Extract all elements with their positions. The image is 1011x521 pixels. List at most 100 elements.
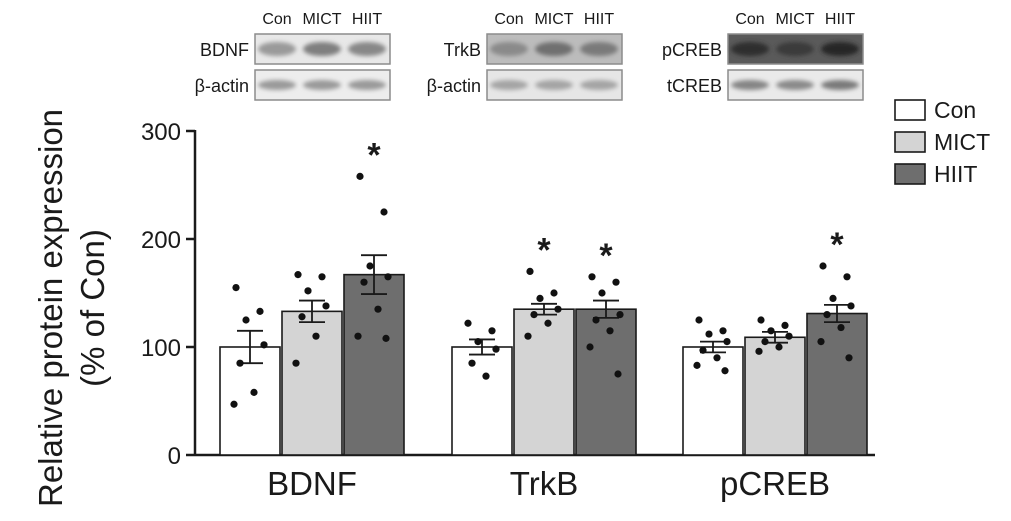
data-point <box>294 271 302 279</box>
blot-lane-label: HIIT <box>352 11 382 28</box>
data-point <box>781 321 789 329</box>
x-category-label: pCREB <box>720 465 830 502</box>
blot-lane-label: HIIT <box>584 11 614 28</box>
blot-lane-label: Con <box>262 11 291 28</box>
data-point <box>823 311 831 319</box>
data-points <box>230 172 855 408</box>
data-point <box>468 359 476 367</box>
blot-band <box>303 42 341 56</box>
blot-band <box>348 80 386 90</box>
blot-band <box>731 80 769 90</box>
data-point <box>755 347 763 355</box>
legend-label: MICT <box>934 129 990 155</box>
y-axis-ticks: 0 100 200 300 <box>141 119 195 470</box>
legend-swatch <box>894 131 926 153</box>
data-point <box>761 338 769 346</box>
blot-band <box>348 42 386 56</box>
bar-mict-pcreb <box>744 336 806 456</box>
data-point <box>817 338 825 346</box>
western-blot-panels: Con MICT HIIT BDNF β-actin Con MICT HIIT TrkB β-a… <box>195 11 864 101</box>
blot-band <box>490 80 528 90</box>
data-point <box>588 273 596 281</box>
blot-lane-label: Con <box>735 11 764 28</box>
data-point <box>695 316 703 324</box>
blot-band <box>258 42 296 56</box>
blot-panel-trkb: Con MICT HIIT TrkB β-actin <box>427 11 623 101</box>
blot-band <box>821 80 859 90</box>
data-point <box>360 278 368 286</box>
blot-band <box>776 80 814 90</box>
data-point <box>380 208 388 216</box>
y-tick-label: 100 <box>141 335 181 362</box>
data-point <box>550 289 558 297</box>
blot-band <box>580 80 618 90</box>
data-point <box>464 319 472 327</box>
data-point <box>719 327 727 335</box>
legend-swatch <box>894 163 926 185</box>
data-point <box>354 332 362 340</box>
data-point <box>819 262 827 270</box>
data-point <box>382 334 390 342</box>
data-point <box>374 305 382 313</box>
blot-band <box>731 42 769 56</box>
blot-band <box>821 42 859 56</box>
x-category-label: BDNF <box>267 465 357 502</box>
significance-star: * <box>537 231 551 269</box>
y-axis-title-line1: Relative protein expression <box>32 109 69 507</box>
data-point <box>713 354 721 362</box>
data-point <box>242 316 250 324</box>
data-point <box>526 267 534 275</box>
data-point <box>721 367 729 375</box>
data-point <box>775 343 783 351</box>
blot-bottom-label: β-actin <box>427 76 481 96</box>
data-point <box>232 284 240 292</box>
data-point <box>292 359 300 367</box>
data-point <box>250 388 258 396</box>
blot-bottom-label: tCREB <box>667 76 722 96</box>
legend-swatch <box>894 99 926 121</box>
data-point <box>322 302 330 310</box>
data-point <box>705 330 713 338</box>
blot-band <box>490 42 528 56</box>
data-point <box>298 313 306 321</box>
bar-con-trkb <box>451 346 513 456</box>
legend: Con MICT HIIT <box>894 97 990 187</box>
data-point <box>614 370 622 378</box>
data-point <box>384 273 392 281</box>
blot-band <box>535 42 573 56</box>
data-point <box>592 316 600 324</box>
blot-panel-bdnf: Con MICT HIIT BDNF β-actin <box>195 11 391 101</box>
data-point <box>829 294 837 302</box>
legend-label: HIIT <box>934 161 977 187</box>
bar-mict-bdnf <box>281 310 343 456</box>
data-point <box>488 327 496 335</box>
data-point <box>723 338 731 346</box>
data-point <box>304 287 312 295</box>
significance-star: * <box>830 226 844 264</box>
bar-hiit-trkb <box>575 308 637 456</box>
blot-band <box>303 80 341 90</box>
data-point <box>699 346 707 354</box>
significance-markers: * * * * <box>367 136 844 274</box>
data-point <box>256 307 264 315</box>
data-point <box>536 294 544 302</box>
data-point <box>482 372 490 380</box>
significance-star: * <box>599 237 613 275</box>
blot-lane-label: HIIT <box>825 11 855 28</box>
blot-top-label: pCREB <box>662 40 722 60</box>
bar-con-pcreb <box>682 346 744 456</box>
blot-panel-pcreb: Con MICT HIIT pCREB tCREB <box>662 11 864 101</box>
data-point <box>843 273 851 281</box>
data-point <box>586 343 594 351</box>
data-point <box>492 345 500 353</box>
bars <box>219 273 868 456</box>
blot-lane-label: MICT <box>775 11 814 28</box>
bar-hiit-bdnf <box>343 273 405 456</box>
blot-band <box>535 80 573 90</box>
blot-band <box>776 42 814 56</box>
y-tick-label: 200 <box>141 227 181 254</box>
data-point <box>757 316 765 324</box>
data-point <box>767 327 775 335</box>
x-axis-category-labels: BDNF TrkB pCREB <box>267 465 830 502</box>
data-point <box>356 172 364 180</box>
